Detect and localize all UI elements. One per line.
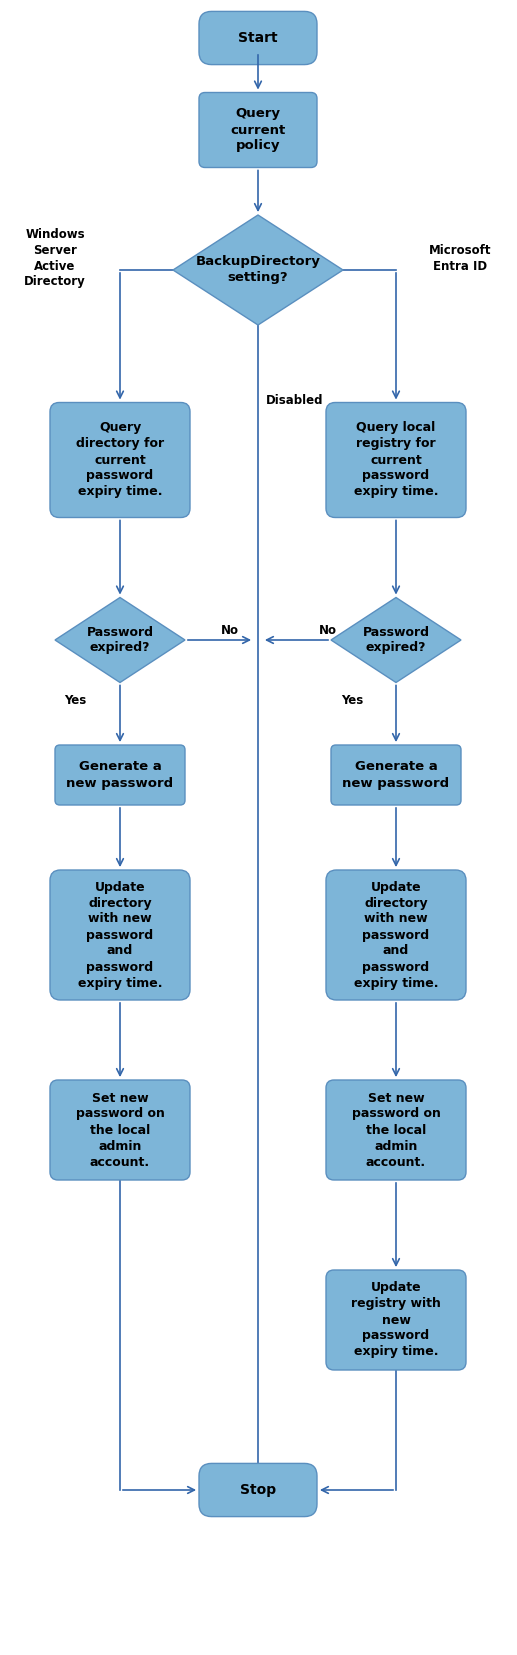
Text: Password
expired?: Password expired? <box>86 626 154 654</box>
Text: Stop: Stop <box>240 1483 276 1498</box>
Text: Microsoft
Entra ID: Microsoft Entra ID <box>429 243 491 273</box>
Polygon shape <box>55 597 185 682</box>
FancyBboxPatch shape <box>50 402 190 518</box>
FancyBboxPatch shape <box>326 402 466 518</box>
Text: Generate a
new password: Generate a new password <box>67 761 174 789</box>
FancyBboxPatch shape <box>55 745 185 804</box>
Text: Set new
password on
the local
admin
account.: Set new password on the local admin acco… <box>352 1092 440 1168</box>
FancyBboxPatch shape <box>326 871 466 1000</box>
FancyBboxPatch shape <box>199 1463 317 1516</box>
Polygon shape <box>173 215 343 324</box>
Text: Password
expired?: Password expired? <box>362 626 430 654</box>
Text: Disabled: Disabled <box>266 394 324 407</box>
FancyBboxPatch shape <box>50 871 190 1000</box>
FancyBboxPatch shape <box>50 1081 190 1180</box>
Text: BackupDirectory
setting?: BackupDirectory setting? <box>195 255 321 285</box>
FancyBboxPatch shape <box>326 1081 466 1180</box>
Text: Update
directory
with new
password
and
password
expiry time.: Update directory with new password and p… <box>354 880 438 990</box>
Text: Query
directory for
current
password
expiry time.: Query directory for current password exp… <box>76 422 164 498</box>
Text: Query
current
policy: Query current policy <box>231 108 285 152</box>
Text: Yes: Yes <box>64 693 86 707</box>
Text: Query local
registry for
current
password
expiry time.: Query local registry for current passwor… <box>354 422 438 498</box>
Text: Yes: Yes <box>341 693 363 707</box>
Text: Update
directory
with new
password
and
password
expiry time.: Update directory with new password and p… <box>78 880 162 990</box>
Text: Generate a
new password: Generate a new password <box>342 761 450 789</box>
FancyBboxPatch shape <box>326 1269 466 1370</box>
FancyBboxPatch shape <box>199 12 317 65</box>
FancyBboxPatch shape <box>199 93 317 167</box>
FancyBboxPatch shape <box>331 745 461 804</box>
Text: Windows
Server
Active
Directory: Windows Server Active Directory <box>24 227 86 288</box>
Text: Set new
password on
the local
admin
account.: Set new password on the local admin acco… <box>75 1092 164 1168</box>
Text: Start: Start <box>238 31 278 45</box>
Text: No: No <box>221 624 239 637</box>
Text: Update
registry with
new
password
expiry time.: Update registry with new password expiry… <box>351 1281 441 1359</box>
Polygon shape <box>331 597 461 682</box>
Text: No: No <box>319 624 337 637</box>
